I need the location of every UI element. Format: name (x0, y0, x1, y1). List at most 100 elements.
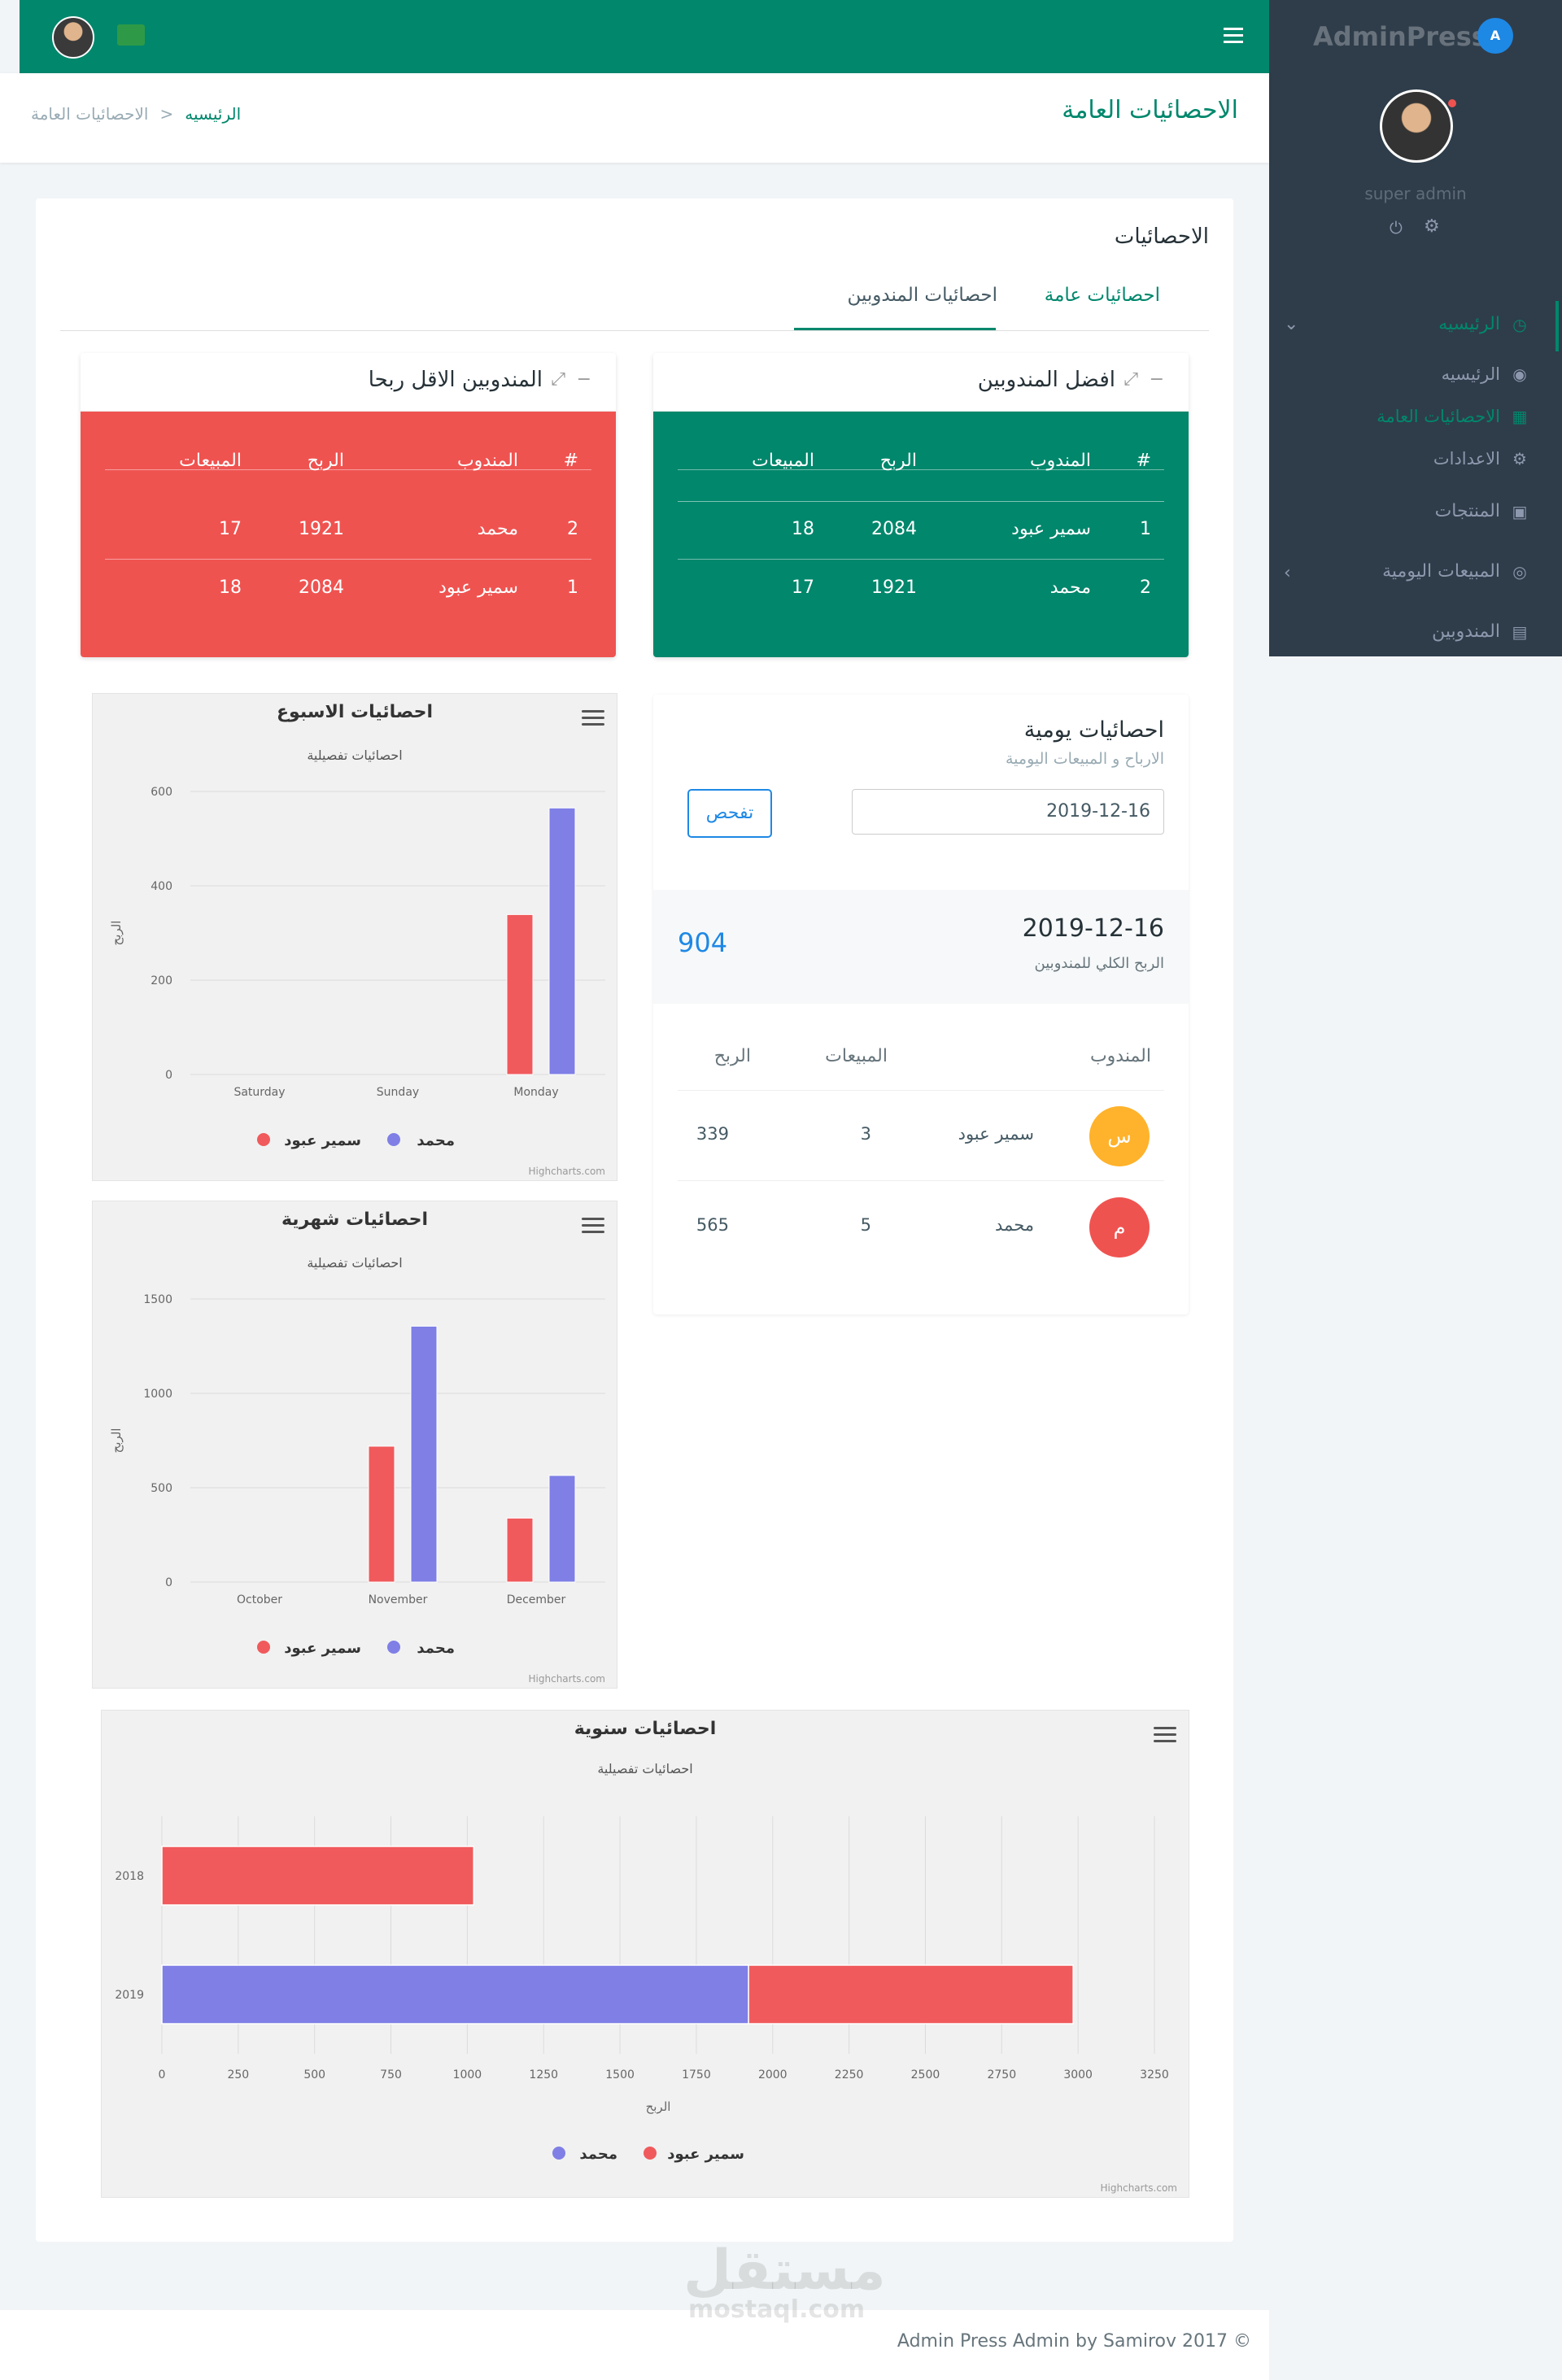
x-tick-label: 2500 (911, 2068, 940, 2081)
user-circle-icon: ◉ (1512, 364, 1527, 384)
chart-subtitle: احصائيات تفصيلية (307, 748, 403, 763)
chart-bar (410, 1325, 438, 1583)
chart-credit: Highcharts.com (1100, 2182, 1177, 2194)
watermark-url: mostaql.com (688, 2295, 866, 2324)
tabs-divider (60, 330, 1209, 331)
x-tick-label: 3250 (1140, 2068, 1169, 2081)
expand-icon[interactable]: ⤢ (551, 369, 565, 390)
logo-icon: A (1477, 18, 1513, 54)
legend-marker (387, 1133, 400, 1146)
table-header: # المندوب الربح المبيعات (105, 412, 591, 471)
y-tick-label: 2018 (115, 1870, 144, 1883)
table-row: 2 محمد 1921 17 (105, 501, 591, 560)
cell: 18 (219, 578, 242, 598)
legend-label: سمير عبود (284, 1640, 361, 1657)
table-header: # المندوب الربح المبيعات (678, 412, 1164, 471)
sidebar-item-label: الرئيسيه (1441, 364, 1500, 384)
x-tick-label: 2250 (835, 2068, 864, 2081)
sidebar-subitem-home[interactable]: الرئيسيه ◉ (1442, 364, 1529, 384)
sidebar-subitem-settings[interactable]: الاعدادات ⚙ (1433, 449, 1529, 469)
tab-reps[interactable]: احصائيات المندوبين (847, 285, 997, 306)
power-icon[interactable]: ⏻ (1390, 218, 1403, 238)
col-header: المندوب (1029, 451, 1091, 471)
cell: 5 (860, 1215, 871, 1235)
y-tick-label: 0 (165, 1069, 172, 1082)
flag-icon[interactable] (117, 24, 145, 46)
col-header: المبيعات (825, 1046, 888, 1066)
legend-marker (257, 1641, 270, 1654)
sidebar-item-reps[interactable]: المندوبين ▤ (1432, 621, 1529, 642)
cell: 18 (792, 519, 814, 539)
avatar[interactable] (52, 16, 94, 59)
chart-menu-icon[interactable] (1154, 1727, 1176, 1746)
cell: 17 (792, 578, 814, 598)
chevron-left-icon[interactable]: ‹ (1284, 563, 1291, 583)
col-header: الربح (307, 451, 344, 471)
chart-bar (368, 1445, 395, 1583)
legend-label: سمير عبود (284, 1132, 361, 1149)
legend-marker (644, 2147, 657, 2160)
cell: محمد (477, 519, 518, 539)
minus-icon[interactable]: − (576, 369, 591, 390)
daily-title: احصائيات يومية (1023, 717, 1164, 743)
col-header: الربح (879, 451, 917, 471)
minus-icon[interactable]: − (1149, 369, 1164, 390)
chart-subtitle: احصائيات تفصيلية (597, 1761, 693, 1776)
cell: 3 (860, 1124, 871, 1144)
menu-toggle-icon[interactable] (1224, 28, 1243, 43)
daily-subtitle: الارباح و المبيعات اليومية (1005, 750, 1164, 768)
best-reps-title: افضل المندوبين (977, 368, 1115, 392)
x-tick-label: 1750 (682, 2068, 711, 2081)
x-tick-label: 500 (303, 2068, 325, 2081)
chart-plot: 0 250 500 750 1000 1250 1500 1750 2000 2250 2500 27… (115, 1816, 1169, 2163)
sidebar-subitem-stats[interactable]: الاحصائيات العامة ▦ (1377, 407, 1529, 426)
check-button[interactable]: تفحص (687, 789, 772, 838)
active-indicator (1555, 301, 1559, 351)
profile-avatar[interactable] (1380, 89, 1453, 163)
sidebar-item-label: الرئيسيه (1438, 314, 1500, 334)
tab-general[interactable]: احصائيات عامة (1044, 285, 1160, 306)
cell: محمد (1049, 578, 1091, 598)
legend-label: سمير عبود (667, 2146, 744, 2163)
x-tick-label: November (369, 1593, 428, 1606)
sidebar-item-home[interactable]: الرئيسيه ◷ (1438, 314, 1529, 334)
breadcrumb-separator: > (159, 104, 174, 124)
chart-menu-icon[interactable] (582, 1218, 604, 1237)
col-header: المندوب (1089, 1046, 1151, 1066)
chart-menu-icon[interactable] (582, 710, 604, 730)
status-dot (1448, 99, 1456, 107)
cell: 1 (567, 578, 578, 598)
cell: 1921 (299, 519, 344, 539)
x-tick-label: Monday (513, 1086, 558, 1099)
target-icon: ◎ (1512, 561, 1527, 582)
breadcrumb-home[interactable]: الرئيسيه (185, 104, 242, 124)
chart-title: احصائيات شهرية (281, 1210, 429, 1230)
avatar: م (1089, 1197, 1150, 1258)
sidebar: AdminPress A super admin ⏻ ⚙ ⌄ الرئيسيه ◷… (1269, 0, 1562, 656)
col-header: # (563, 451, 578, 471)
chart-bar (548, 807, 576, 1075)
expand-icon[interactable]: ⤢ (1124, 369, 1138, 390)
chevron-down-icon[interactable]: ⌄ (1284, 314, 1299, 334)
col-header: المبيعات (179, 451, 242, 471)
sidebar-item-daily-sales[interactable]: المبيعات اليومية ◎ (1382, 561, 1529, 582)
gear-icon[interactable]: ⚙ (1424, 216, 1440, 237)
sidebar-item-products[interactable]: المنتجات ▣ (1435, 501, 1529, 521)
date-input[interactable]: 2019-12-16 (852, 789, 1164, 835)
x-tick-label: 1250 (529, 2068, 558, 2081)
y-tick-label: 1000 (143, 1388, 172, 1401)
x-tick-label: 3000 (1063, 2068, 1093, 2081)
x-tick-label: 1000 (453, 2068, 482, 2081)
chart-bar (506, 1517, 534, 1583)
chart-bar (748, 1964, 1074, 2025)
col-header: # (1136, 451, 1151, 471)
dashboard-icon: ◷ (1512, 314, 1527, 334)
chart-credit: Highcharts.com (528, 1673, 605, 1685)
divider (678, 1090, 1164, 1091)
chart-title: احصائيات الاسبوع (277, 702, 433, 722)
breadcrumb-current: الاحصائيات العامة (31, 104, 149, 124)
table-row: م محمد 5 565 (678, 1181, 1164, 1272)
watermark: مستقل (683, 2238, 886, 2303)
y-axis-label: الربح (109, 1428, 124, 1454)
gear-icon: ⚙ (1512, 449, 1527, 469)
